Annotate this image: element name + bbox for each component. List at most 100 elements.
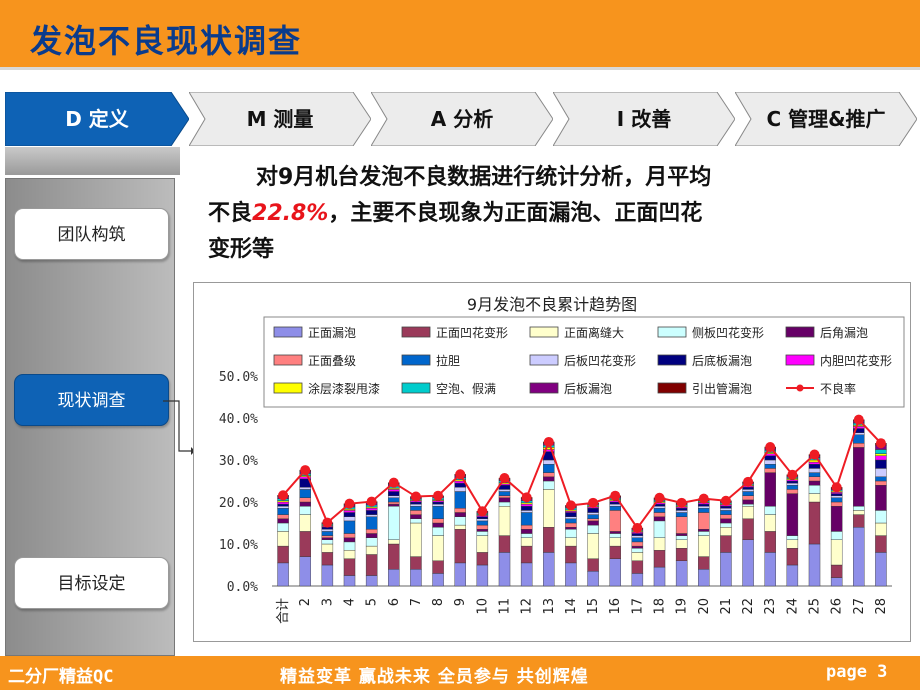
- bar-segment: [720, 505, 732, 509]
- bar-segment: [853, 510, 865, 515]
- tab-measure[interactable]: M 测量: [189, 92, 371, 146]
- bar-segment: [675, 539, 688, 549]
- bar-segment: [720, 510, 732, 515]
- bar-segment: [277, 503, 289, 507]
- bar-segment: [764, 472, 776, 507]
- bar-segment: [786, 548, 799, 566]
- bar-segment: [543, 472, 555, 478]
- bar-segment: [830, 564, 843, 578]
- defect-rate-point: [344, 498, 355, 509]
- tab-label: C 管理&推广: [766, 107, 886, 131]
- header-divider: [0, 67, 920, 70]
- bar-segment: [786, 564, 799, 587]
- bar-segment: [543, 480, 555, 490]
- x-tick-label: 19: [675, 598, 690, 615]
- bar-segment: [830, 539, 843, 566]
- tab-define[interactable]: D 定义: [5, 92, 189, 146]
- bar-segment: [365, 529, 378, 534]
- bar-segment: [388, 505, 400, 540]
- bar-segment: [742, 518, 754, 541]
- bar-segment: [742, 499, 754, 505]
- sidebar-item-target[interactable]: 目标设定: [14, 557, 169, 609]
- sidebar-item-current-status[interactable]: 现状调查: [14, 374, 169, 426]
- bar-segment: [609, 537, 621, 547]
- bar-segment: [698, 529, 710, 532]
- tab-control[interactable]: C 管理&推广: [735, 92, 917, 146]
- summary-text: 对9月机台发泡不良数据进行统计分析，月平均 不良22.8%，主要不良现象为正面漏…: [208, 160, 908, 268]
- tab-label: A 分析: [430, 107, 494, 131]
- bar-segment: [365, 575, 378, 587]
- bar-segment: [343, 512, 356, 517]
- bar-segment: [853, 447, 865, 507]
- bar-segment: [830, 501, 843, 507]
- bar-segment: [432, 503, 444, 507]
- bar-segment: [764, 463, 776, 469]
- bar-segment: [698, 508, 710, 513]
- tab-label: M 测量: [246, 107, 314, 131]
- legend-marker: [796, 384, 804, 392]
- bar-segment: [520, 510, 533, 513]
- bar-segment: [875, 449, 887, 454]
- bar-segment: [742, 505, 754, 519]
- sidebar-item-team[interactable]: 团队构筑: [14, 208, 169, 260]
- defect-rate-point: [565, 500, 576, 511]
- bar-segment: [786, 539, 799, 549]
- bar-segment: [675, 510, 688, 513]
- tab-improve-arrow: [553, 92, 735, 146]
- bar-segment: [764, 552, 776, 587]
- defect-rate-point: [720, 495, 731, 506]
- bar-segment: [609, 531, 621, 534]
- bar-segment: [432, 526, 444, 536]
- bar-segment: [720, 522, 732, 528]
- bar-segment: [830, 505, 843, 532]
- tab-improve[interactable]: I 改善: [553, 92, 735, 146]
- bar-segment: [875, 535, 887, 553]
- legend-swatch: [657, 326, 687, 338]
- x-tick-label: 6: [387, 598, 402, 606]
- legend-swatch: [273, 354, 303, 366]
- bar-segment: [476, 535, 489, 553]
- tab-define-arrow: [5, 92, 189, 146]
- page-number: page 3: [826, 662, 888, 682]
- bar-segment: [476, 516, 489, 519]
- chart-frame: 9月发泡不良累计趋势图 正面漏泡 正面凹花变形 正面离缝大 侧板凹花变形 后角漏泡 正面叠…: [193, 282, 911, 642]
- bar-segment: [587, 514, 599, 520]
- bar-segment: [875, 476, 887, 482]
- bar-segment: [764, 514, 776, 532]
- bar-segment: [454, 529, 466, 564]
- bar-segment: [720, 508, 732, 511]
- y-tick-label: 30.0%: [219, 454, 258, 469]
- defect-rate-point: [300, 465, 311, 476]
- defect-rate: 22.8%: [252, 201, 329, 226]
- bar-segment: [299, 531, 311, 557]
- bar-segment: [631, 573, 644, 587]
- x-tick-label: 22: [741, 598, 756, 615]
- y-tick-label: 0.0%: [227, 580, 258, 595]
- bar-segment: [365, 533, 378, 538]
- bar-segment: [653, 537, 666, 551]
- bar-segment: [520, 505, 533, 511]
- legend-swatch: [529, 326, 559, 338]
- summary-line-3: 变形等: [208, 237, 275, 262]
- bar-segment: [742, 491, 754, 496]
- bar-segment: [388, 543, 400, 570]
- bar-segment: [830, 497, 843, 503]
- legend-swatch: [401, 326, 431, 338]
- bar-segment: [410, 510, 422, 515]
- bar-segment: [653, 508, 666, 513]
- bar-segment: [498, 535, 511, 553]
- bar-segment: [786, 535, 799, 541]
- bar-segment: [675, 512, 688, 517]
- x-tick-label: 16: [608, 598, 623, 615]
- bar-segment: [875, 552, 887, 587]
- bar-segment: [565, 518, 577, 524]
- bar-segment: [808, 476, 821, 482]
- x-tick-label: 10: [475, 598, 490, 615]
- legend-label: 空泡、假满: [436, 382, 496, 396]
- defect-rate-point: [831, 482, 842, 493]
- tab-analyze[interactable]: A 分析: [371, 92, 553, 146]
- defect-rate-point: [477, 506, 488, 517]
- defect-rate-point: [853, 414, 864, 425]
- bar-segment: [764, 505, 776, 515]
